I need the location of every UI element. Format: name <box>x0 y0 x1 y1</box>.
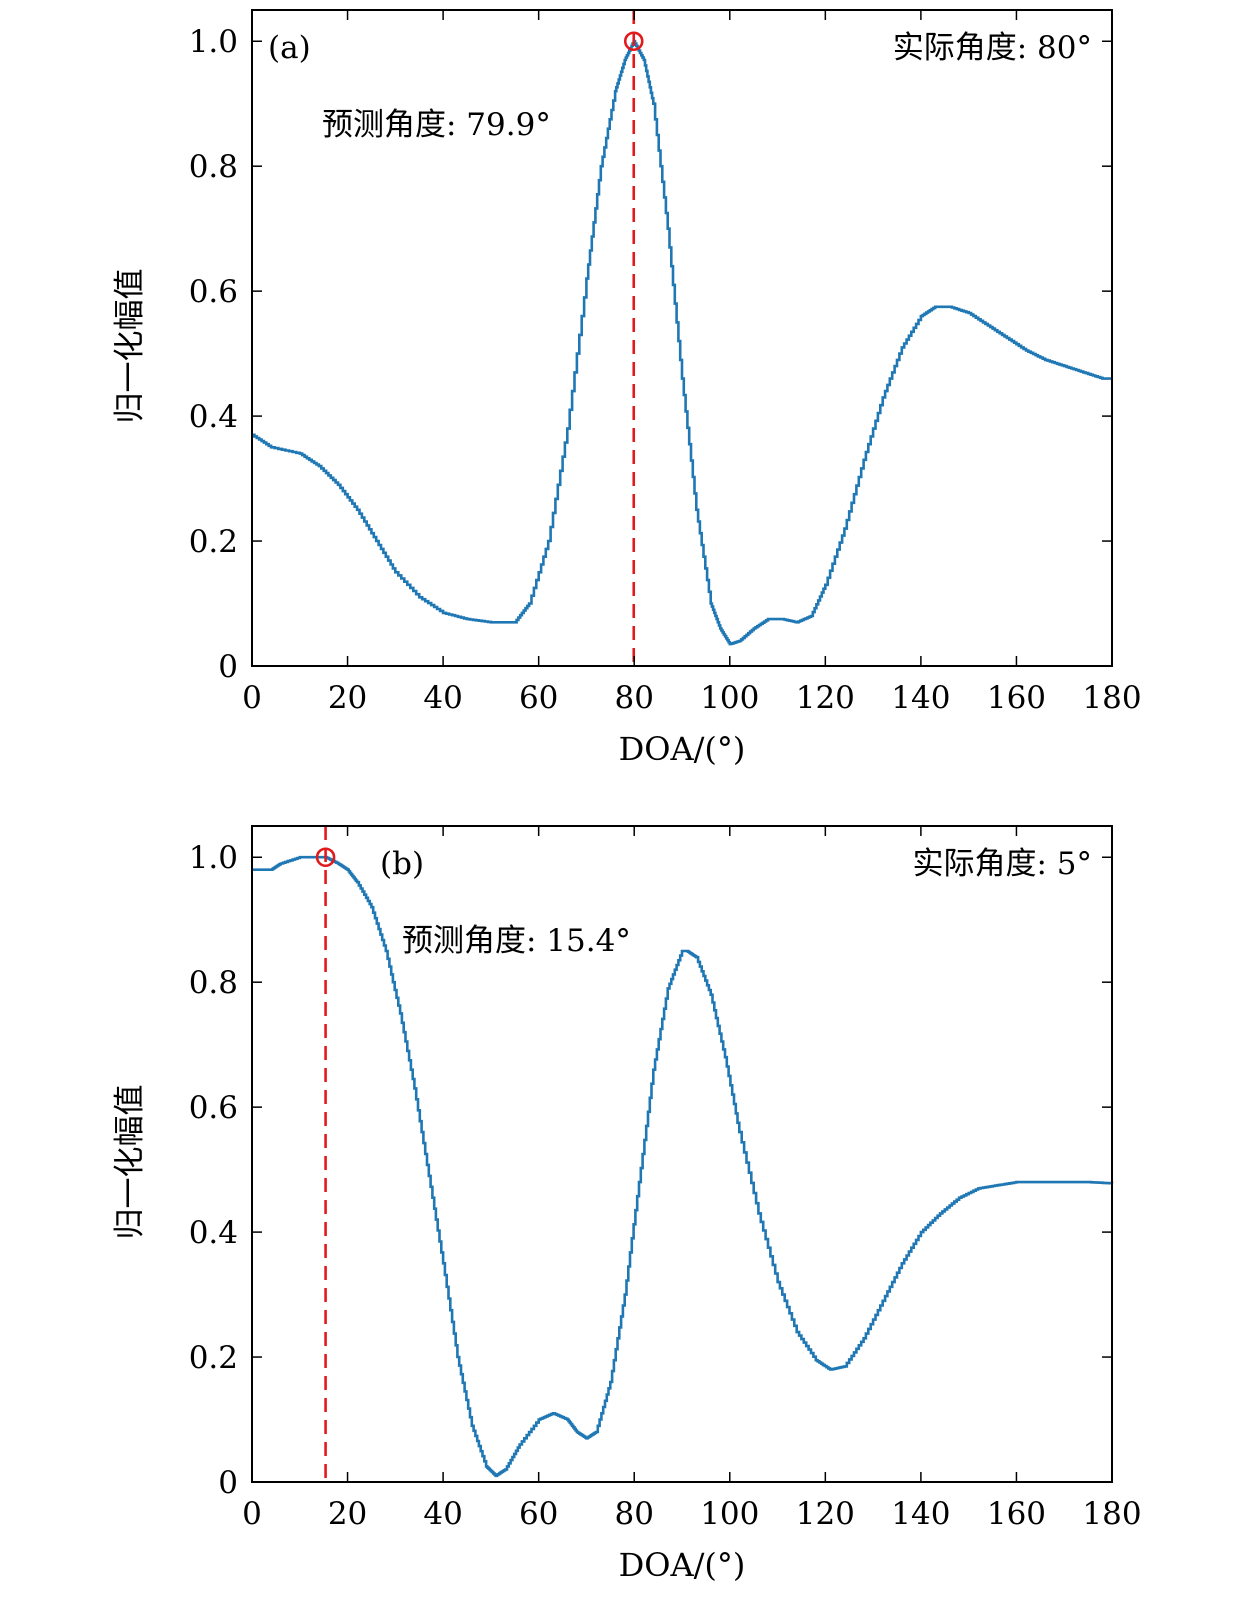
series-line-b-0 <box>252 855 1114 1478</box>
x-tick-label-b-8: 160 <box>987 1496 1046 1532</box>
x-tick-label-b-7: 140 <box>891 1496 950 1532</box>
y-axis-label-a: 归一化幅值 <box>112 269 148 424</box>
x-tick-label-a-7: 140 <box>891 680 950 716</box>
x-tick-label-b-0: 0 <box>242 1496 262 1532</box>
panel-label-b: (b) <box>380 846 424 882</box>
predicted-angle-text-a: 预测角度: 79.9° <box>322 107 551 143</box>
y-tick-label-b-1: 0.2 <box>189 1340 238 1376</box>
x-tick-label-a-5: 100 <box>700 680 759 716</box>
y-tick-label-a-4: 0.8 <box>189 149 238 185</box>
x-tick-label-a-6: 120 <box>796 680 855 716</box>
x-tick-label-b-9: 180 <box>1082 1496 1141 1532</box>
x-tick-label-b-4: 80 <box>614 1496 653 1532</box>
y-tick-label-b-3: 0.6 <box>189 1090 238 1126</box>
peak-marker-a <box>623 31 644 52</box>
y-tick-label-a-5: 1.0 <box>189 24 238 60</box>
x-tick-label-a-3: 60 <box>519 680 558 716</box>
y-tick-label-b-4: 0.8 <box>189 965 238 1001</box>
y-tick-label-a-2: 0.4 <box>189 399 238 435</box>
predicted-angle-text-b: 预测角度: 15.4° <box>402 923 631 959</box>
x-axis-label-a: DOA/(°) <box>619 730 746 768</box>
chart-panel-a: 0 20 40 60 80 100 120 140 160 180 0 0.2 0.4 0.6 0.8 1.0… <box>112 9 1142 768</box>
x-tick-label-a-2: 40 <box>423 680 462 716</box>
actual-angle-text-b: 实际角度: 5° <box>912 846 1092 882</box>
x-tick-label-a-1: 20 <box>328 680 367 716</box>
y-axis-label-b: 归一化幅值 <box>112 1085 148 1240</box>
x-tick-label-b-2: 40 <box>423 1496 462 1532</box>
x-axis-label-b: DOA/(°) <box>619 1546 746 1584</box>
x-tick-label-b-3: 60 <box>519 1496 558 1532</box>
y-tick-label-b-2: 0.4 <box>189 1215 238 1251</box>
plot-frame-b <box>251 825 1113 1483</box>
x-tick-label-b-5: 100 <box>700 1496 759 1532</box>
plot-frame-a <box>251 9 1113 667</box>
x-tick-label-a-8: 160 <box>987 680 1046 716</box>
x-tick-label-a-4: 80 <box>614 680 653 716</box>
x-tick-label-a-0: 0 <box>242 680 262 716</box>
x-tick-label-b-6: 120 <box>796 1496 855 1532</box>
chart-panel-b: 0 20 40 60 80 100 120 140 160 180 0 0.2 0.4 0.6 0.8 1.0… <box>112 825 1142 1584</box>
peak-marker-b <box>315 847 336 868</box>
series-line-a-0 <box>252 39 1112 646</box>
y-tick-label-b-0: 0 <box>218 1465 238 1501</box>
x-tick-label-a-9: 180 <box>1082 680 1141 716</box>
y-tick-label-b-5: 1.0 <box>189 840 238 876</box>
actual-angle-text-a: 实际角度: 80° <box>893 30 1092 66</box>
y-tick-label-a-0: 0 <box>218 649 238 685</box>
x-tick-label-b-1: 20 <box>328 1496 367 1532</box>
y-tick-label-a-1: 0.2 <box>189 524 238 560</box>
y-tick-label-a-3: 0.6 <box>189 274 238 310</box>
panel-label-a: (a) <box>268 30 311 66</box>
